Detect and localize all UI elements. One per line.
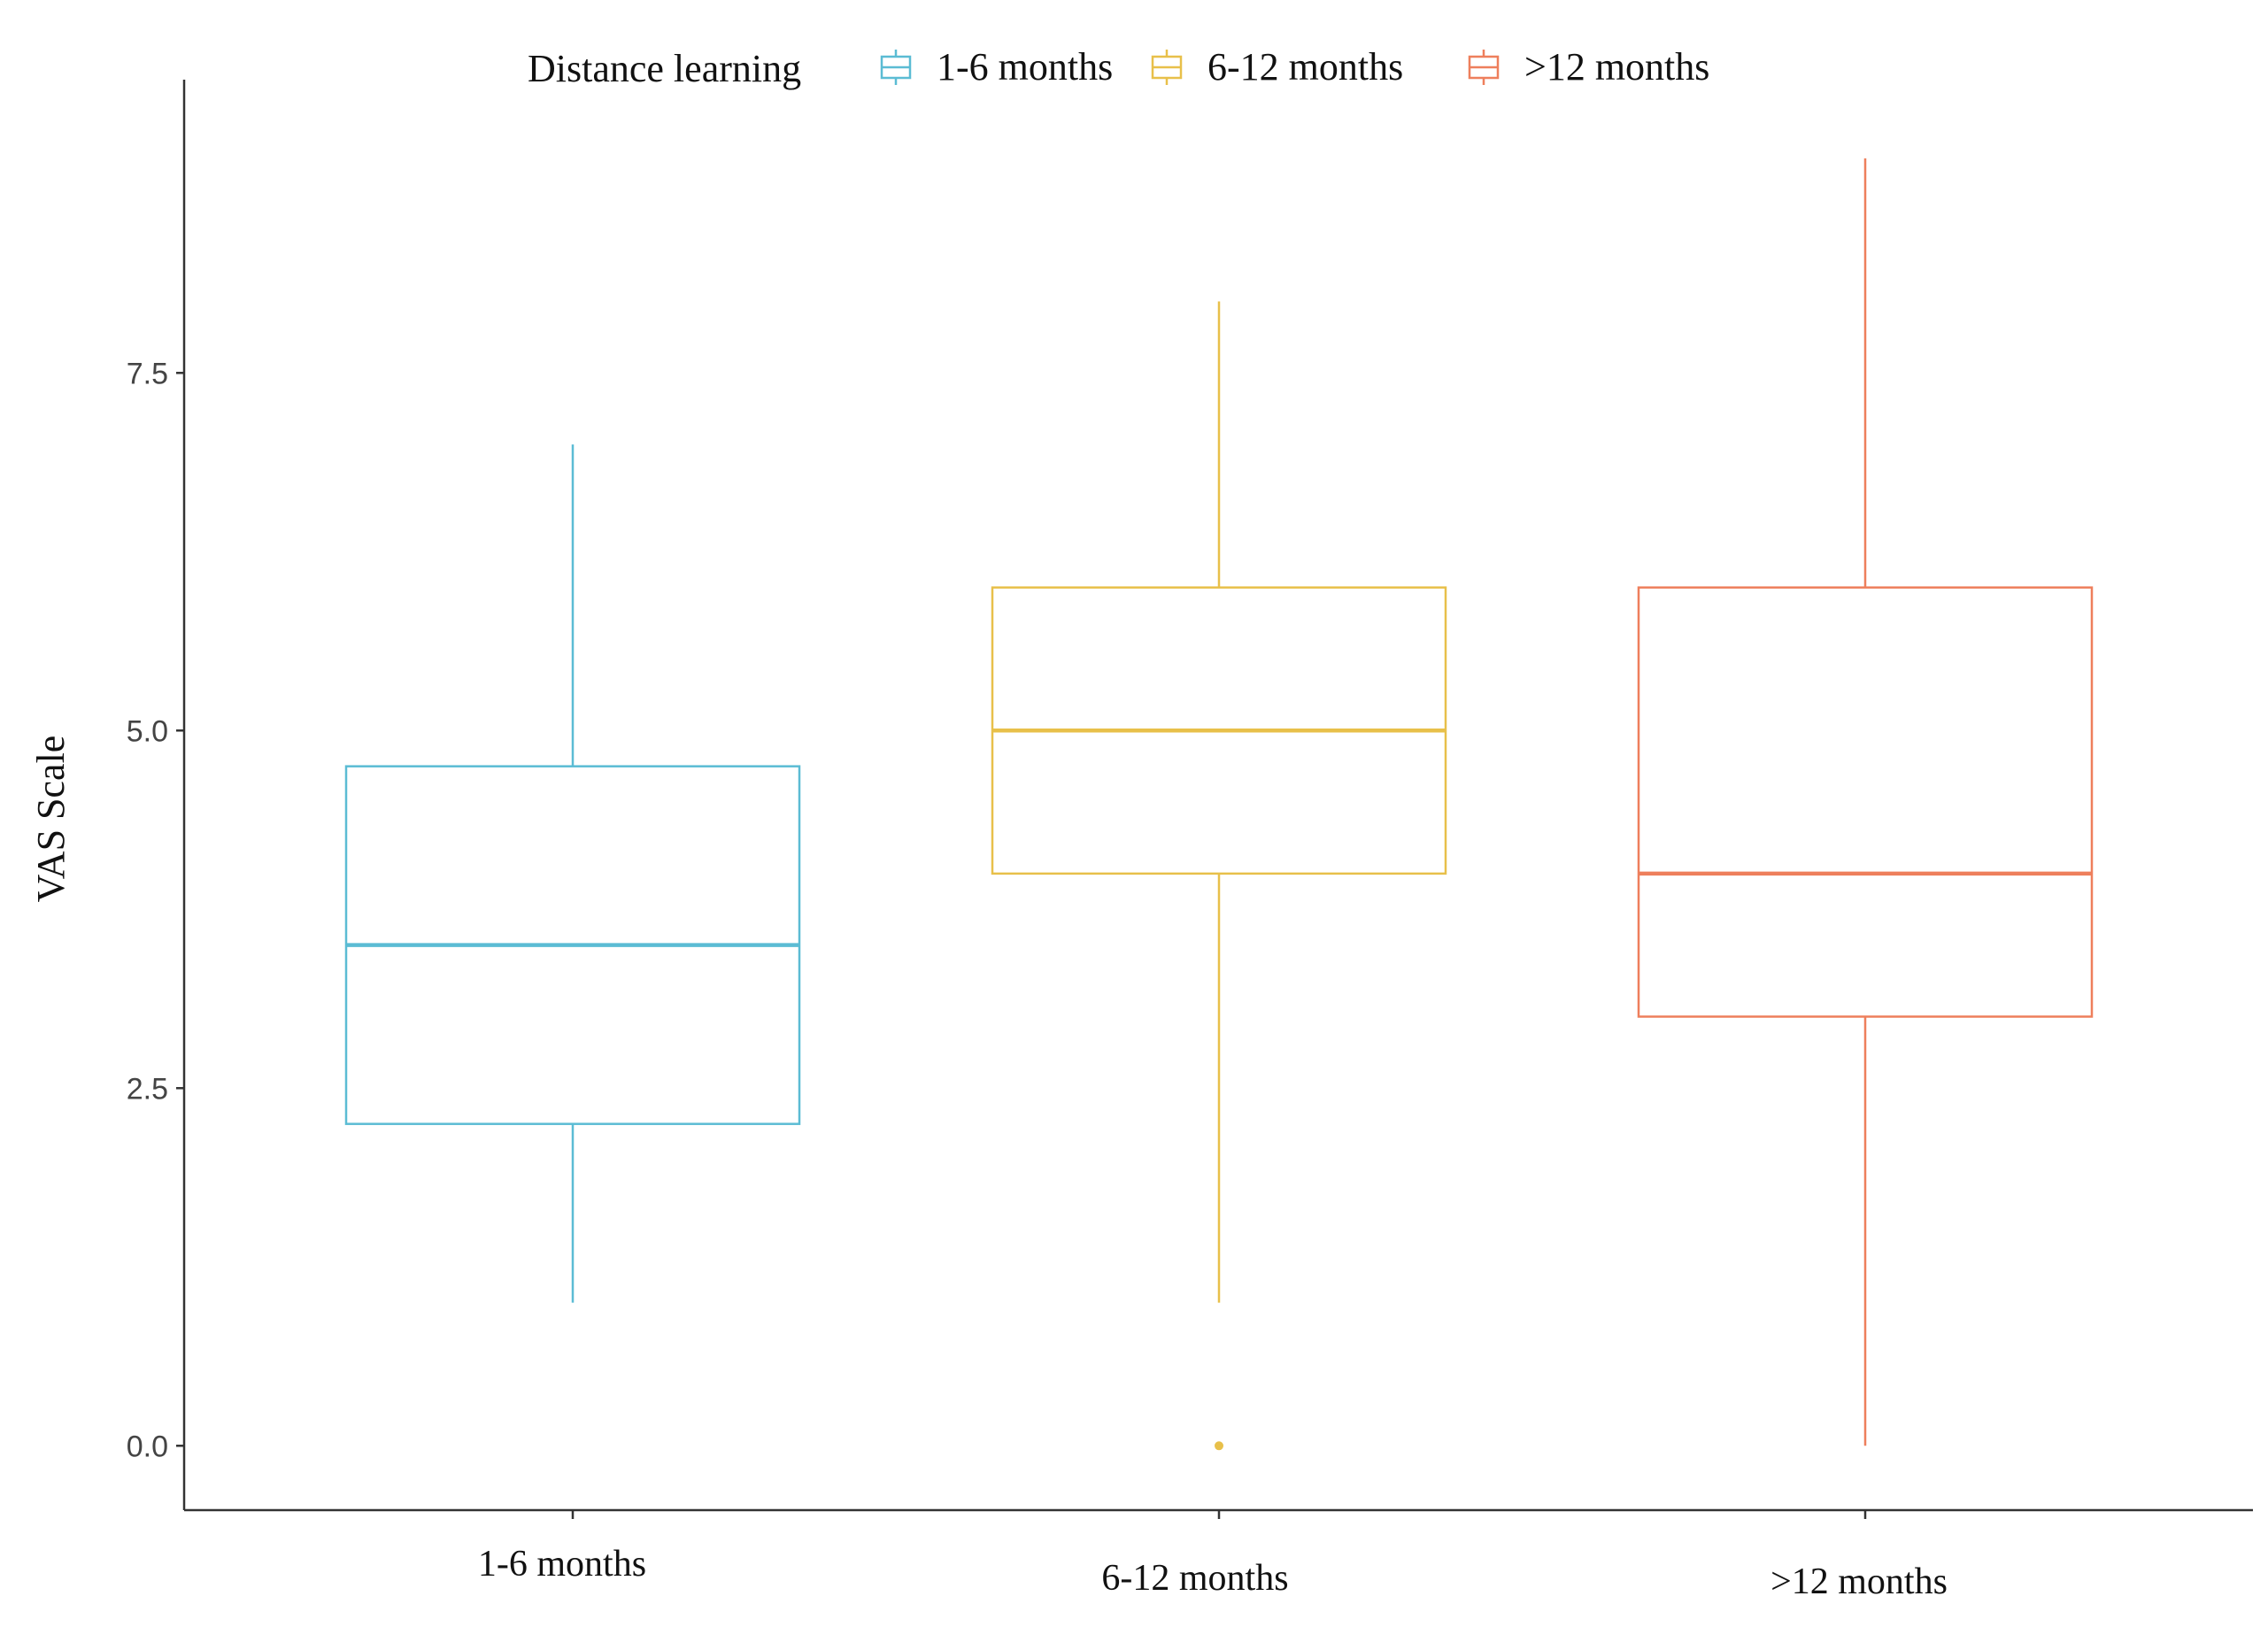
legend-item: >12 months xyxy=(1468,45,1709,89)
legend-item: 1-6 months xyxy=(880,45,1113,89)
legend-label: 1-6 months xyxy=(937,45,1113,89)
legend-label: >12 months xyxy=(1524,45,1709,89)
x-tick-label: >12 months xyxy=(1770,1561,1948,1602)
boxes xyxy=(344,158,2094,1451)
legend-key-icon xyxy=(1151,50,1183,85)
y-tick-label: 7.5 xyxy=(127,357,168,390)
legend-key-icon xyxy=(1468,50,1500,85)
x-tick-label: 1-6 months xyxy=(478,1544,646,1584)
box-1 xyxy=(344,444,801,1303)
legend-item: 6-12 months xyxy=(1151,45,1403,89)
x-ticks: 1-6 months 6-12 months >12 months xyxy=(478,1510,1948,1602)
y-tick-label: 5.0 xyxy=(127,714,168,748)
axes: 0.0 2.5 5.0 7.5 1-6 months 6-12 months >12 mo… xyxy=(29,80,2253,1602)
box-body xyxy=(1637,586,2094,1018)
legend-items: 1-6 months 6-12 months >12 months xyxy=(880,45,1709,89)
legend-title: Distance learning xyxy=(528,47,801,90)
legend-key-icon xyxy=(880,50,912,85)
box-3 xyxy=(1637,158,2094,1446)
y-ticks: 0.0 2.5 5.0 7.5 xyxy=(127,357,184,1463)
box-2 xyxy=(991,301,1447,1451)
legend: Distance learning 1-6 months 6-12 months >… xyxy=(528,45,1709,90)
y-tick-label: 2.5 xyxy=(127,1072,168,1106)
outlier-point xyxy=(1215,1441,1223,1451)
y-axis-label: VAS Scale xyxy=(29,736,73,903)
legend-label: 6-12 months xyxy=(1207,45,1403,89)
y-tick-label: 0.0 xyxy=(127,1430,168,1463)
x-tick-label: 6-12 months xyxy=(1101,1558,1288,1599)
